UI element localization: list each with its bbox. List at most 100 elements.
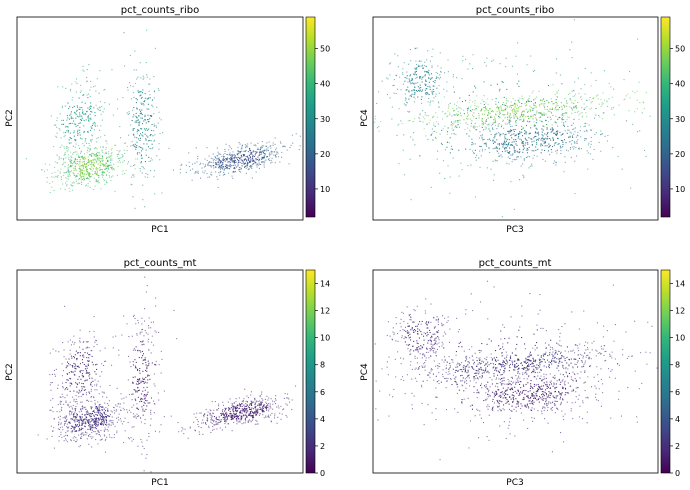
scatter-point <box>510 129 512 131</box>
scatter-point <box>571 102 573 104</box>
scatter-point <box>270 159 272 161</box>
scatter-point <box>282 146 284 148</box>
scatter-point <box>81 155 83 157</box>
scatter-point <box>94 124 96 126</box>
scatter-point <box>237 161 239 163</box>
scatter-point <box>130 145 132 147</box>
scatter-point <box>107 408 109 410</box>
scatter-point <box>91 170 93 172</box>
scatter-point <box>88 151 90 153</box>
scatter-point <box>87 159 89 161</box>
scatter-point <box>148 128 150 130</box>
scatter-point <box>576 155 578 157</box>
scatter-point <box>142 353 144 355</box>
scatter-point <box>220 420 222 422</box>
scatter-point <box>547 136 549 138</box>
scatter-point <box>70 418 72 420</box>
scatter-point <box>73 132 75 134</box>
scatter-point <box>94 423 96 425</box>
scatter-point <box>140 91 142 93</box>
scatter-point <box>112 420 114 422</box>
scatter-point <box>240 157 242 159</box>
scatter-point <box>103 421 105 423</box>
scatter-point <box>215 423 217 425</box>
scatter-point <box>474 196 476 198</box>
scatter-point <box>273 417 275 419</box>
scatter-point <box>267 406 269 408</box>
scatter-point <box>25 158 27 160</box>
scatter-point <box>623 79 625 81</box>
scatter-point <box>257 412 259 414</box>
scatter-point <box>78 168 80 170</box>
scatter-point <box>133 145 135 147</box>
scatter-point <box>232 159 234 161</box>
scatter-point <box>103 171 105 173</box>
scatter-point <box>532 118 534 120</box>
scatter-point <box>103 165 105 167</box>
scatter-point <box>94 417 96 419</box>
scatter-point <box>231 414 233 416</box>
scatter-point <box>517 151 519 153</box>
scatter-point <box>133 134 135 136</box>
scatter-point <box>255 408 257 410</box>
scatter-point <box>88 93 90 95</box>
scatter-point <box>83 120 85 122</box>
scatter-point <box>520 139 522 141</box>
scatter-point <box>90 153 92 155</box>
scatter-point <box>148 121 150 123</box>
scatter-point <box>427 351 429 353</box>
scatter-point <box>236 410 238 412</box>
scatter-point <box>441 341 443 343</box>
scatter-point <box>509 151 511 153</box>
scatter-point <box>419 84 421 86</box>
scatter-point <box>148 364 150 366</box>
scatter-point <box>134 136 136 138</box>
scatter-point <box>75 437 77 439</box>
scatter-point <box>230 419 232 421</box>
scatter-point <box>66 387 68 389</box>
scatter-point <box>134 365 136 367</box>
scatter-point <box>73 400 75 402</box>
scatter-point <box>214 424 216 426</box>
scatter-point <box>194 429 196 431</box>
scatter-point <box>68 173 70 175</box>
scatter-point <box>61 144 63 146</box>
scatter-point <box>428 94 430 96</box>
scatter-point <box>584 139 586 141</box>
scatter-point <box>408 78 410 80</box>
scatter-point <box>566 102 568 104</box>
scatter-point <box>225 167 227 169</box>
scatter-point <box>91 161 93 163</box>
scatter-point <box>101 421 103 423</box>
scatter-point <box>437 77 439 79</box>
scatter-point <box>484 122 486 124</box>
scatter-point <box>218 165 220 167</box>
scatter-point <box>556 152 558 154</box>
scatter-point <box>138 115 140 117</box>
scatter-point <box>472 126 474 128</box>
scatter-point <box>532 90 534 92</box>
scatter-point <box>518 99 520 101</box>
scatter-point <box>528 375 530 377</box>
scatter-point <box>88 119 90 121</box>
scatter-point <box>450 148 452 150</box>
scatter-point <box>562 143 564 145</box>
scatter-point <box>246 395 248 397</box>
scatter-point <box>571 140 573 142</box>
scatter-point <box>91 396 93 398</box>
scatter-point <box>136 131 138 133</box>
scatter-point <box>218 163 220 165</box>
scatter-point <box>485 127 487 129</box>
scatter-point <box>64 397 66 399</box>
scatter-point <box>239 169 241 171</box>
scatter-point <box>230 413 232 415</box>
scatter-point <box>249 153 251 155</box>
scatter-point <box>451 148 453 150</box>
scatter-point <box>522 163 524 165</box>
scatter-point <box>248 155 250 157</box>
scatter-point <box>90 80 92 82</box>
scatter-point <box>207 164 209 166</box>
scatter-point <box>526 148 528 150</box>
scatter-point <box>260 151 262 153</box>
scatter-point <box>454 121 456 123</box>
